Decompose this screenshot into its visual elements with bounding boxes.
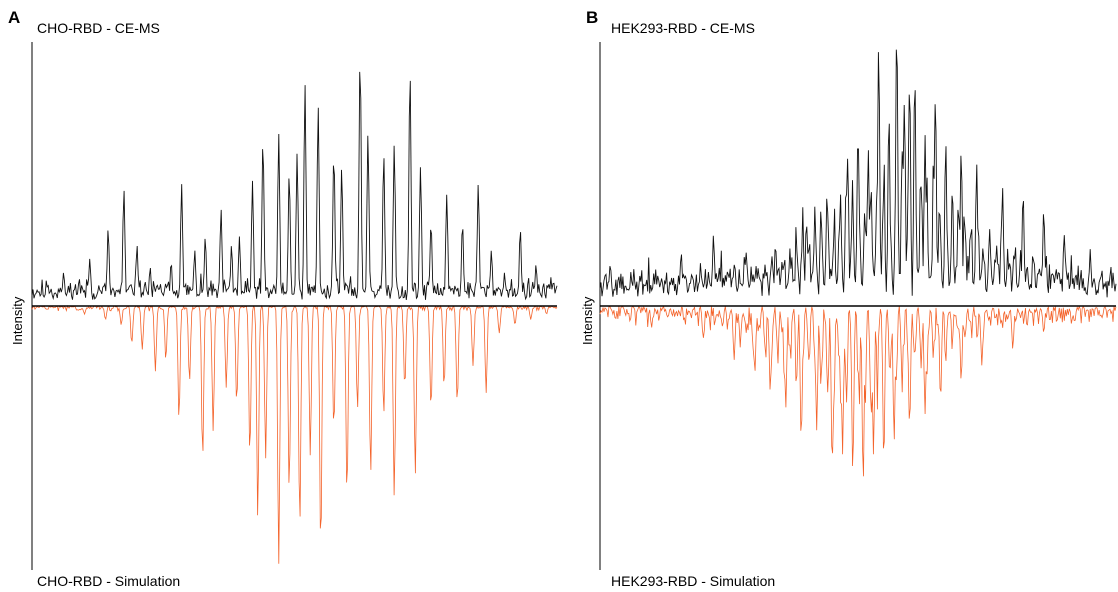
panel-label: B [586, 8, 599, 27]
panel-b-hek293-rbd: B HEK293-RBD - CE-MS Intensity HEK293-RB… [560, 0, 1118, 592]
measured-spectrum-line [599, 49, 1117, 298]
simulated-spectrum-line [599, 305, 1117, 477]
panel-label: A [8, 8, 21, 27]
measured-spectrum-line [31, 71, 558, 301]
spectrum-plot-b [599, 42, 1117, 570]
simulation-title: HEK293-RBD - Simulation [611, 573, 776, 589]
measured-title: HEK293-RBD - CE-MS [611, 20, 755, 36]
simulated-spectrum-line [31, 304, 558, 564]
measured-title: CHO-RBD - CE-MS [37, 20, 160, 36]
simulation-title: CHO-RBD - Simulation [37, 573, 181, 589]
panel-a-chho-rbd: A CHO-RBD - CE-MS Intensity CHO-RBD - Si… [8, 8, 558, 589]
spectrum-plot-a [31, 42, 558, 570]
